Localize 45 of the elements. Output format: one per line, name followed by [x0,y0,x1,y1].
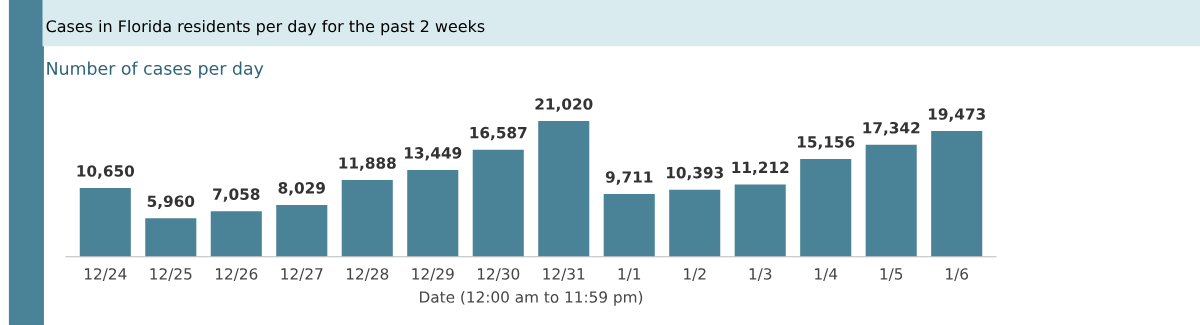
x-tick-label: 12/27 [281,268,323,281]
x-tick-label: 12/26 [215,268,258,281]
data-label: 8,029 [278,182,325,196]
x-tick-label: 1/1 [618,268,641,281]
bar [734,184,786,257]
data-label: 19,473 [928,108,985,122]
data-label: 17,342 [863,121,920,136]
bar [603,194,655,257]
bar [276,204,328,257]
x-tick-label: 12/25 [150,268,192,281]
bar [800,158,852,257]
data-label: 10,650 [77,165,135,179]
x-tick-label: 1/5 [880,268,903,281]
x-axis-title: Date (12:00 am to 11:59 pm) [420,291,643,306]
bar [472,149,524,257]
data-label: 16,587 [470,126,527,141]
chart-subtitle: Number of cases per day [47,61,264,79]
x-tick-label: 12/29 [412,268,454,281]
x-tick-label: 1/2 [684,268,706,281]
bar [145,218,197,257]
x-tick-label: 1/6 [946,268,969,281]
bar [538,121,590,257]
x-tick-label: 1/3 [749,268,772,281]
x-tick-label: 12/24 [84,268,127,281]
x-tick-label: 1/4 [815,268,838,281]
bar [865,144,917,257]
data-label: 9,711 [605,171,653,185]
data-label: 5,960 [147,195,195,209]
data-label: 11,888 [339,157,396,171]
data-label: 7,058 [213,188,260,202]
x-tick-label: 12/30 [477,268,520,281]
x-tick-label: 12/28 [346,268,389,281]
bar [79,188,131,257]
data-label: 13,449 [405,147,462,161]
data-label: 21,020 [535,98,593,112]
data-label: 15,156 [797,136,855,150]
bar [341,180,393,257]
data-label: 10,393 [666,166,723,181]
bar [669,189,721,257]
data-label: 11,212 [732,161,789,176]
bar [210,211,262,257]
x-tick-label: 12/31 [543,268,585,281]
chart-title: Cases in Florida residents per day for the past 2 weeks [46,19,485,36]
bar [407,169,459,257]
bar [931,131,983,257]
